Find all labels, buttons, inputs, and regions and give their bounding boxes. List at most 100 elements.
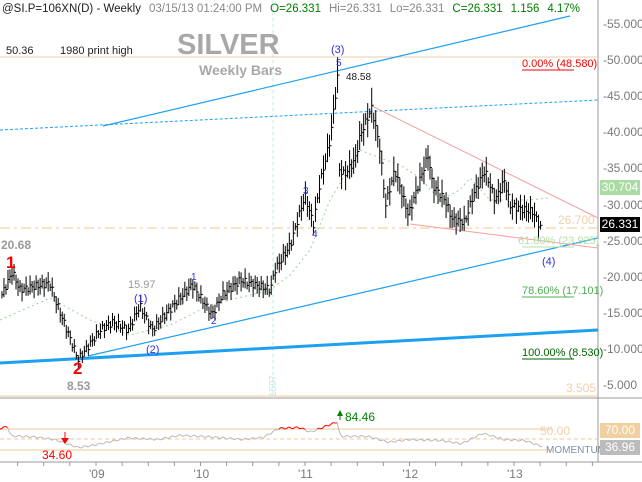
momentum-segment (51, 438, 55, 441)
momentum-segment (286, 426, 290, 429)
momentum-segment (125, 436, 129, 439)
momentum-segment (9, 432, 12, 436)
last-price-box: 26.331 (600, 217, 640, 232)
momentum-segment (535, 443, 539, 445)
momentum-segment (152, 438, 155, 441)
momentum-segment (332, 421, 336, 424)
momentum-segment (485, 432, 489, 436)
momentum-segment (186, 434, 189, 437)
momentum-segment (161, 437, 165, 440)
momentum-segment (503, 439, 507, 442)
momentum-segment (135, 437, 139, 440)
quote-header: @SI.P=106XN(D) - Weekly 03/15/13 01:24:00… (2, 3, 588, 15)
momentum-segment (176, 434, 179, 438)
momentum-segment (354, 435, 358, 438)
momentum-segment (81, 445, 85, 449)
level-3505-label: 3.505 (566, 381, 597, 395)
momentum-segment (27, 435, 30, 439)
high-1980-label: 1980 print high (60, 45, 133, 57)
wave1-label: 1 (6, 253, 16, 272)
momentum-segment (521, 438, 525, 441)
momentum-segment (19, 434, 22, 438)
momentum-50-label: 50.00 (540, 424, 571, 438)
momentum-segment (97, 442, 101, 445)
momentum-segment (383, 439, 386, 442)
momentum-segment (226, 437, 229, 440)
momentum-segment (336, 422, 340, 432)
minor3-label: 3 (303, 186, 309, 197)
momentum-segment (417, 438, 420, 441)
momentum-segment (252, 437, 256, 440)
price-tick-label: -20.000 (603, 269, 642, 284)
momentum-segment (158, 438, 161, 441)
momentum-segment (501, 438, 505, 441)
momentum-segment (95, 443, 99, 447)
sub2-label: (2) (146, 344, 160, 356)
momentum-segment (234, 438, 237, 441)
wave2-label: 2 (73, 359, 83, 378)
momentum-segment (344, 434, 348, 438)
minor2-label: 2 (211, 316, 217, 327)
time-axis-ticks (17, 462, 593, 466)
momentum-segment (443, 440, 446, 443)
triangle-upper-line (371, 105, 599, 219)
momentum-segment (31, 435, 34, 438)
momentum-segment (248, 438, 252, 441)
momentum-segment (121, 437, 125, 440)
momentum-segment (441, 439, 444, 442)
momentum-segment (69, 443, 73, 446)
price-tick-label: -50.000 (603, 53, 642, 68)
momentum-segment (308, 430, 312, 433)
momentum-segment (13, 435, 16, 438)
high-1980-value: 50.36 (6, 45, 34, 57)
momentum-segment (330, 422, 334, 425)
momentum-segment (350, 435, 354, 438)
chart-subtitle: Weekly Bars (199, 62, 283, 78)
momentum-segment (220, 436, 223, 439)
momentum-segment (302, 427, 306, 430)
momentum-segment (511, 438, 515, 442)
momentum-segment (127, 436, 131, 439)
momentum-segment (338, 430, 342, 436)
momentum-segment (300, 427, 304, 430)
momentum-segment (33, 435, 37, 438)
momentum-segment (260, 436, 264, 439)
momentum-segment (423, 439, 426, 442)
momentum-segment (358, 435, 362, 438)
momentum-segment (314, 428, 318, 432)
momentum-segment (475, 434, 479, 438)
momentum-segment (495, 437, 499, 439)
price-tick-label: -30.000 (603, 197, 642, 212)
momentum-segment (73, 445, 77, 448)
momentum-segment (57, 440, 61, 443)
minor5-label: 5 (336, 58, 342, 69)
momentum-segment (487, 434, 491, 437)
momentum-segment (210, 436, 213, 439)
momentum-segment (101, 443, 105, 445)
momentum-segment (190, 435, 193, 438)
momentum-segment (153, 438, 157, 441)
symbol-label: @SI.P=106XN(D) - Weekly (2, 3, 141, 15)
time-tick-label: '11 (298, 467, 313, 481)
price-tick-label: -40.000 (603, 125, 642, 140)
momentum-segment (184, 434, 187, 437)
momentum-segment (425, 438, 428, 441)
momentum-segment (41, 436, 45, 440)
momentum-segment (242, 437, 246, 441)
ma-price-box: 30.704 (600, 180, 640, 195)
momentum-segment (85, 445, 89, 448)
price-tick-label: -55.000 (603, 17, 642, 31)
momentum-segment (361, 434, 364, 437)
momentum-segment (453, 441, 456, 444)
momentum-segment (206, 435, 209, 438)
momentum-segment (77, 446, 81, 449)
price-tick-label: -25.000 (603, 233, 642, 248)
momentum-segment (49, 438, 53, 441)
momentum-segment (445, 441, 448, 443)
momentum-segment (244, 437, 247, 440)
momentum-segment (290, 427, 294, 430)
momentum-segment (328, 423, 332, 427)
moving-average-line (0, 149, 549, 336)
sub3-label: (3) (331, 44, 345, 56)
momentum-segment (367, 435, 370, 437)
